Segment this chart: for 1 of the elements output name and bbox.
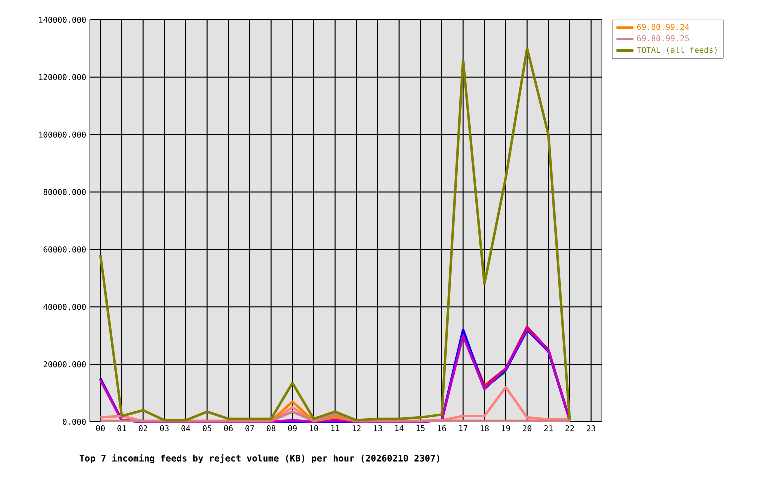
- text: Top 7 incoming feeds by reject volume (KB) per hour (20260210 2307): [80, 454, 440, 464]
